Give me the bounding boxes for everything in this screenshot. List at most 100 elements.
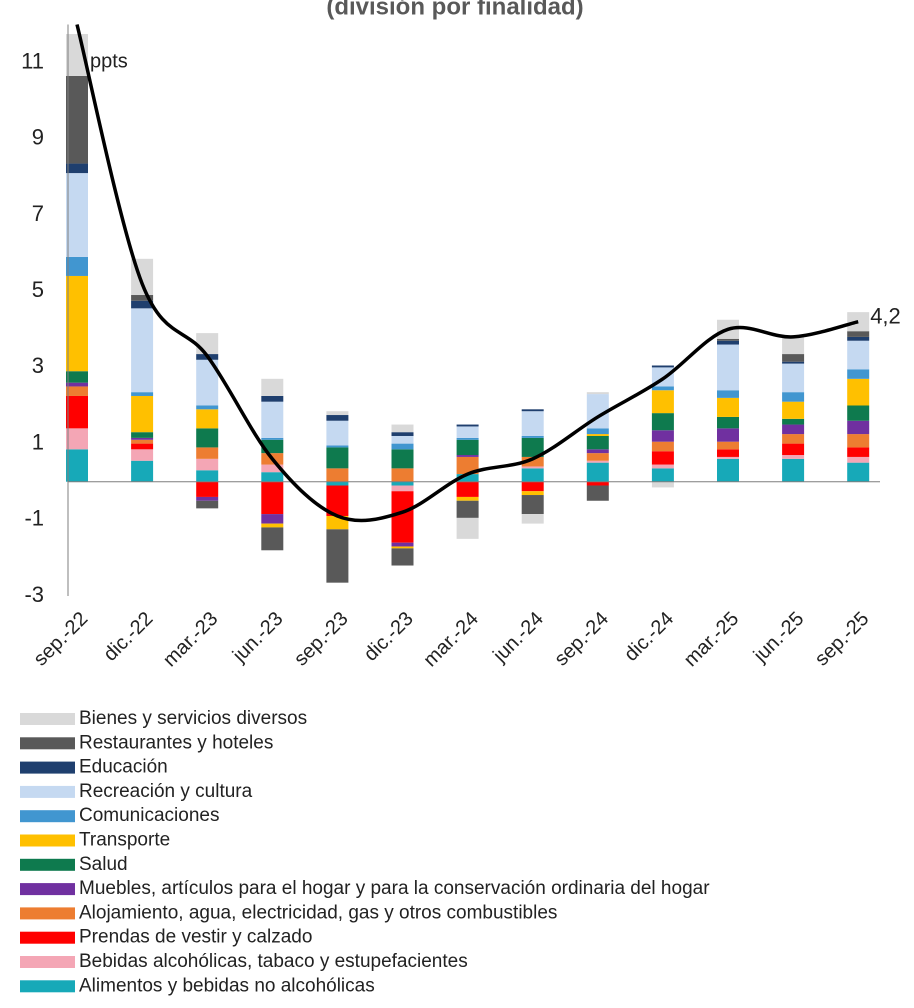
bar-segment <box>196 496 219 501</box>
bar-segment <box>586 449 609 454</box>
legend-swatch <box>20 883 75 896</box>
bar-segment <box>586 435 609 450</box>
bar-segment <box>521 468 544 482</box>
x-tick-label: mar.-23 <box>159 608 223 672</box>
legend-swatch <box>20 980 75 993</box>
total-line <box>75 24 859 523</box>
bar-segment <box>521 491 544 496</box>
bar-segment <box>717 390 739 398</box>
bar-segment <box>66 371 88 383</box>
bar-segment <box>66 395 88 429</box>
y-tick-label: 9 <box>32 125 44 150</box>
bar-segment <box>782 354 805 362</box>
bar-segment <box>66 449 88 482</box>
legend-label: Alojamiento, agua, electricidad, gas y o… <box>79 902 557 923</box>
x-tick-label: sep.-25 <box>811 608 874 671</box>
bar-segment <box>651 464 674 469</box>
bar-segment <box>261 378 284 396</box>
bar-segment <box>782 443 805 456</box>
bar-segment <box>66 382 88 387</box>
bar-segment <box>847 462 870 482</box>
bar-segment <box>456 439 479 456</box>
bar-segment <box>586 453 609 461</box>
bar-segment <box>651 468 674 482</box>
bar-segment <box>326 468 349 482</box>
legend-swatch <box>20 713 75 725</box>
bar-segment <box>391 548 414 566</box>
legend-label: Bebidas alcohólicas, tabaco y estupefaci… <box>79 951 468 972</box>
bar-segment <box>261 472 284 482</box>
bar-segment <box>456 426 479 438</box>
bar-segment <box>651 451 674 465</box>
bar-segment <box>261 464 284 473</box>
x-tick-label: sep.-24 <box>550 608 613 671</box>
bar-segment <box>391 485 414 492</box>
bar-segment <box>521 481 544 492</box>
value-label: 4,2 <box>870 303 901 328</box>
bar-segment <box>196 500 219 509</box>
bar-segment <box>456 481 479 497</box>
bar-segment <box>782 424 805 435</box>
bar-segment <box>586 485 609 501</box>
bar-segment <box>456 437 479 440</box>
bar-segment <box>261 523 284 528</box>
bar-segment <box>847 340 870 370</box>
bar-segment <box>717 340 739 345</box>
bar-segment <box>261 437 284 440</box>
bar-segment <box>717 458 739 482</box>
x-tick-label: sep.-23 <box>290 608 353 671</box>
legend-swatch <box>20 907 75 920</box>
bar-segment <box>66 275 88 372</box>
bar-segment <box>521 411 544 436</box>
bar-segment <box>66 256 88 276</box>
legend-swatch <box>20 858 75 871</box>
bar-segment <box>391 449 414 469</box>
bar-segment <box>717 344 739 391</box>
bar-segment <box>196 405 219 410</box>
bar-segment <box>131 439 154 444</box>
bar-segment <box>391 491 414 543</box>
x-tick-label: dic.-23 <box>360 608 418 666</box>
bar-segment <box>847 336 870 341</box>
bar-segment <box>782 434 805 444</box>
bar-segment <box>847 456 870 463</box>
bar-segment <box>521 437 544 457</box>
bar-segment <box>196 447 219 459</box>
bar-segment <box>717 397 739 417</box>
legend-label: Bienes y servicios diversos <box>79 708 307 729</box>
bar-segment <box>456 424 479 427</box>
bar-segment <box>521 514 544 524</box>
y-tick-label: 7 <box>32 201 44 226</box>
bar-segment <box>391 468 414 482</box>
bar-segment <box>391 443 414 450</box>
bar-segment <box>651 441 674 452</box>
bar-segment <box>717 416 739 429</box>
bar-segment <box>196 409 219 429</box>
bar-segment <box>131 460 154 482</box>
bar-segment <box>782 335 805 355</box>
bar-segment <box>521 409 544 412</box>
bar-segment <box>391 542 414 547</box>
bar-segment <box>847 369 870 379</box>
bar-segment <box>131 308 154 393</box>
bar-segment <box>782 361 805 364</box>
bar-segment <box>586 434 609 436</box>
bar-segment <box>717 441 739 450</box>
bar-segment <box>131 443 154 450</box>
bar-segment <box>131 295 154 301</box>
bar-segment <box>326 420 349 446</box>
bar-segment <box>651 430 674 442</box>
annotation: ppts <box>90 50 128 72</box>
bar-segment <box>651 365 674 368</box>
bar-segment <box>847 420 870 435</box>
x-tick-label: jun.-24 <box>488 608 548 668</box>
bar-segment <box>261 401 284 438</box>
bar-segment <box>66 173 88 257</box>
bar-segment <box>717 428 739 442</box>
bar-segment <box>782 458 805 482</box>
bar-segment <box>196 428 219 448</box>
bar-segment <box>66 386 88 396</box>
bar-segment <box>131 432 154 438</box>
bar-segment <box>326 415 349 421</box>
